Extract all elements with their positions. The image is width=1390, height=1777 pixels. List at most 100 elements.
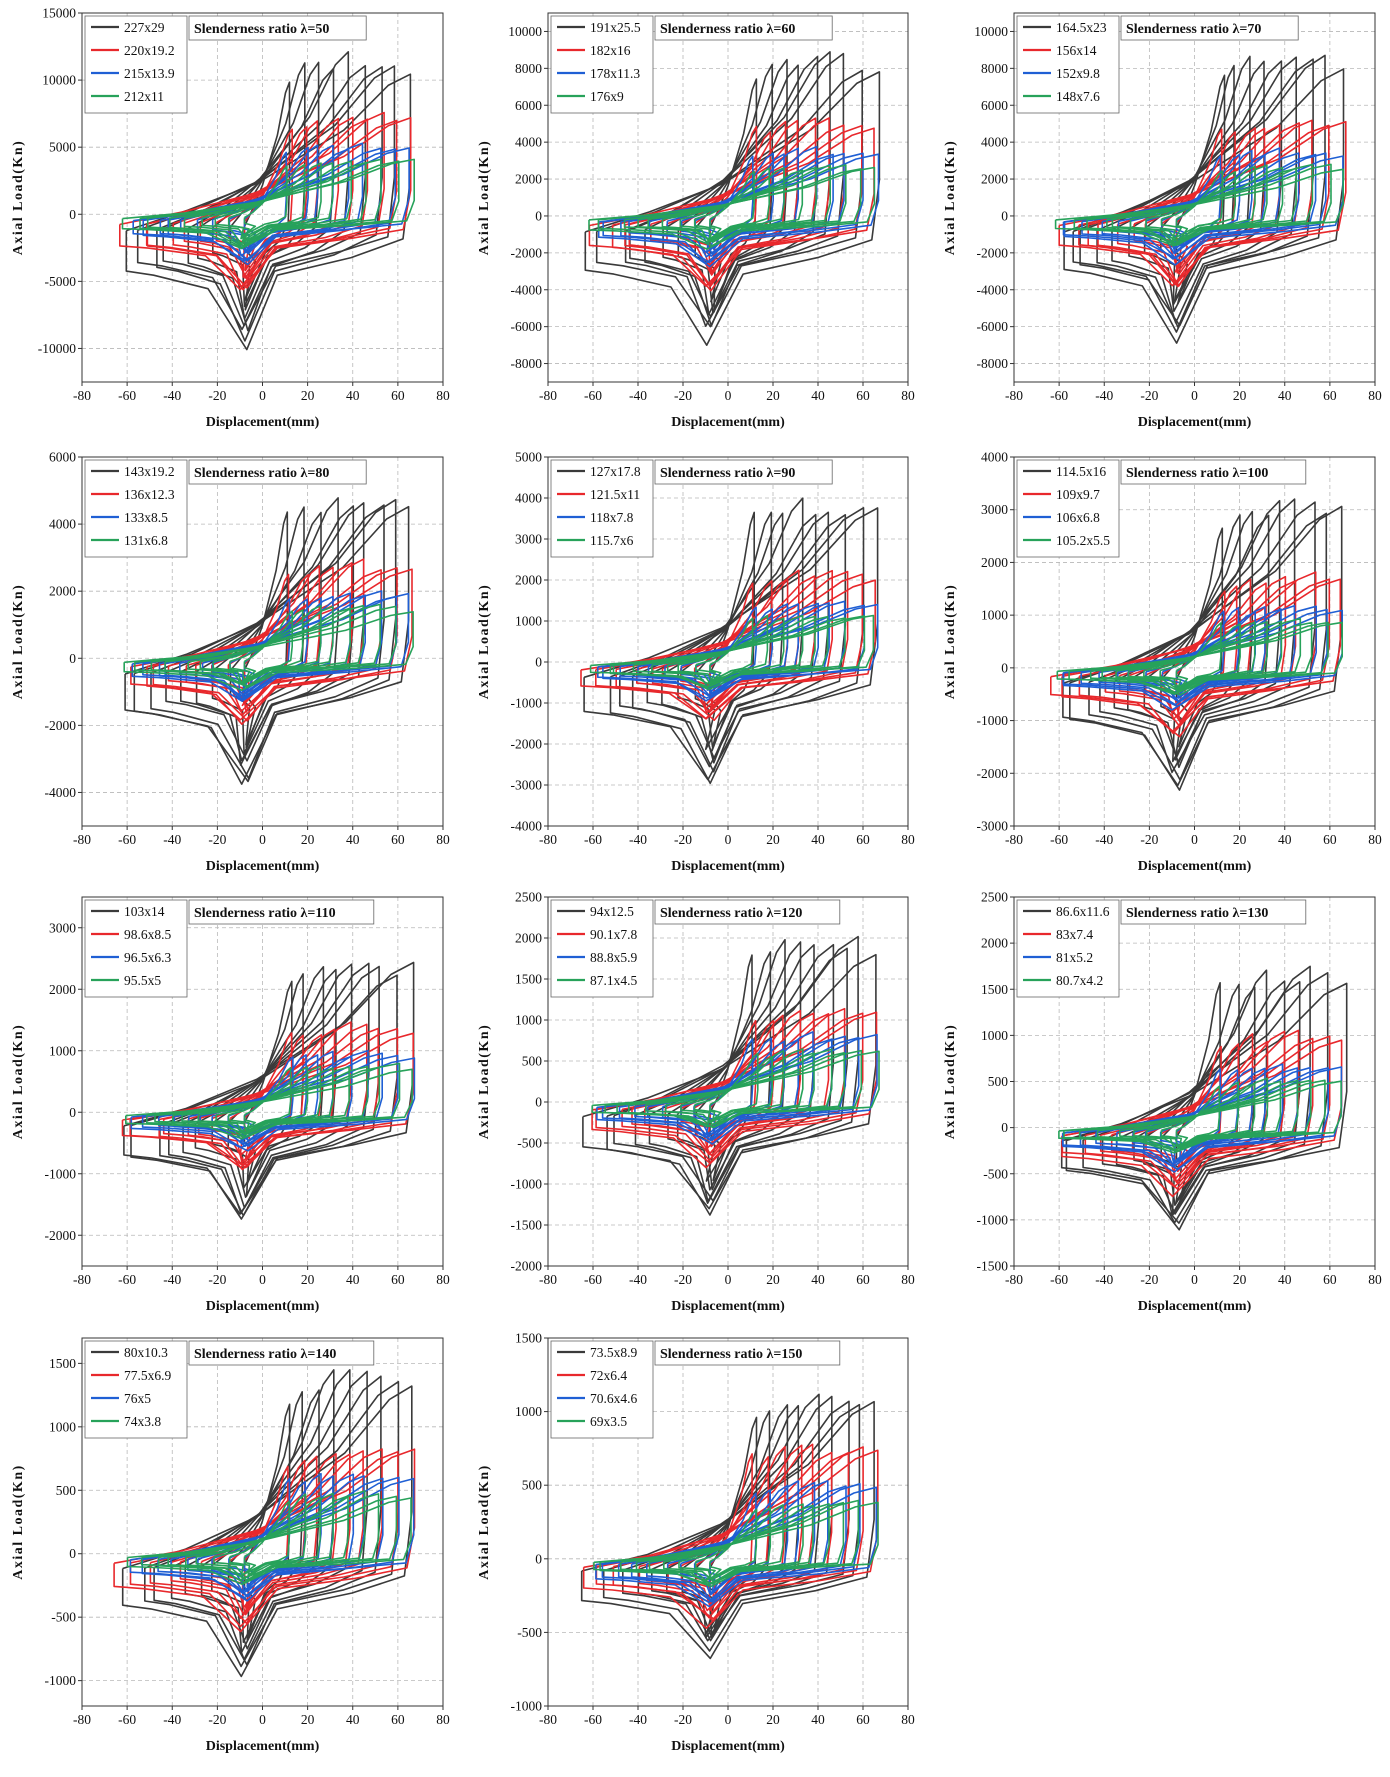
y-axis-title: Axial Load(Kn) (477, 584, 492, 700)
hysteresis-loop (146, 1062, 401, 1139)
hysteresis-loop (212, 604, 322, 683)
y-tick-label: 0 (1001, 208, 1008, 223)
chart-title: Slenderness ratio λ=50 (194, 22, 329, 37)
y-axis-title: Axial Load(Kn) (477, 140, 492, 256)
y-tick-label: -1000 (45, 1166, 77, 1181)
x-tick-label: 0 (259, 1272, 266, 1287)
x-tick-label: -40 (163, 832, 181, 847)
hysteresis-loop (595, 69, 863, 328)
legend: 191x25.5 182x16 178x11.3 176x9 (550, 15, 654, 114)
x-tick-label: 60 (1323, 388, 1337, 403)
hysteresis-loop (623, 164, 847, 244)
y-tick-label: 5000 (49, 140, 76, 155)
legend: 227x29 220x19.2 215x13.9 212x11 (84, 15, 188, 114)
x-tick-label: -40 (163, 1272, 181, 1287)
hysteresis-loop (126, 1497, 412, 1586)
y-axis-title: Axial Load(Kn) (943, 1024, 958, 1140)
hysteresis-loop (693, 167, 770, 240)
chart-panel-11: -80 -60 -40 -20 0 20 40 60 80 -1000 -500 0 500 1000 15… (477, 1331, 915, 1755)
hysteresis-loop (134, 605, 397, 688)
series-131x6.8 (123, 603, 414, 691)
hysteresis-loop (624, 52, 845, 327)
legend: 103x14 98.6x8.5 96.5x6.3 95.5x5 (84, 899, 188, 998)
chart-panel-9: -80 -60 -40 -20 0 20 40 60 80 -1500 -1000 -500 0 500 1… (943, 890, 1382, 1315)
x-tick-label: 80 (901, 388, 915, 403)
title-box (1120, 459, 1307, 485)
series-80x10.3 (121, 1369, 413, 1678)
hysteresis-loop (150, 603, 381, 687)
legend: 127x17.8 121.5x11 118x7.8 115.7x6 (550, 459, 654, 558)
x-axis-title: Displacement(mm) (671, 1299, 785, 1314)
legend: 94x12.5 90.1x7.8 88.8x5.9 87.1x4.5 (550, 899, 654, 998)
x-tick-label: -40 (629, 388, 647, 403)
legend-entry: 90.1x7.8 (590, 927, 638, 942)
legend-entry: 215x13.9 (124, 66, 175, 81)
legend-entry: 182x16 (590, 43, 631, 58)
y-tick-label: 2000 (515, 931, 542, 946)
y-tick-label: 0 (535, 1095, 542, 1110)
y-tick-label: -3000 (511, 778, 543, 793)
hysteresis-loop (153, 1375, 382, 1666)
x-tick-label: 0 (725, 1272, 732, 1287)
legend-entry: 76x5 (124, 1391, 151, 1406)
legend-entry: 136x12.3 (124, 487, 175, 502)
y-tick-label: -4000 (511, 282, 543, 297)
x-tick-label: 60 (391, 388, 405, 403)
x-axis-title: Displacement(mm) (1138, 415, 1252, 430)
chart-panel-2: -80 -60 -40 -20 0 20 40 60 80 -8000 -6000 -4000 -200… (477, 12, 915, 430)
x-tick-label: -60 (584, 832, 602, 847)
hysteresis-loop (1058, 1080, 1342, 1154)
x-tick-label: 60 (391, 1272, 405, 1287)
y-tick-label: -4000 (977, 282, 1009, 297)
y-tick-label: -2000 (511, 737, 543, 752)
x-tick-label: -20 (208, 1712, 226, 1727)
legend-entry: 96.5x6.3 (124, 950, 172, 965)
legend: 80x10.3 77.5x6.9 76x5 74x3.8 (84, 1340, 188, 1439)
chart-title: Slenderness ratio λ=80 (194, 466, 329, 481)
y-tick-label: 1500 (981, 982, 1008, 997)
y-axis-title: Axial Load(Kn) (943, 140, 958, 256)
hysteresis-loop (146, 158, 382, 246)
y-tick-label: 0 (69, 1105, 76, 1120)
legend-entry: 87.1x4.5 (590, 973, 638, 988)
x-tick-label: 80 (1368, 388, 1382, 403)
legend-entry: 69x3.5 (590, 1414, 627, 1429)
x-tick-label: -60 (1050, 1272, 1068, 1287)
series-80.7x4.2 (1058, 1077, 1342, 1154)
y-tick-label: 3000 (515, 532, 542, 547)
hysteresis-loop (229, 1493, 307, 1576)
x-tick-label: 20 (766, 1272, 780, 1287)
y-tick-label: 0 (69, 1546, 76, 1561)
hysteresis-loop (130, 974, 398, 1220)
y-tick-label: 500 (56, 1483, 77, 1498)
legend: 86.6x11.6 83x7.4 81x5.2 80.7x4.2 (1016, 899, 1120, 998)
x-tick-label: -60 (118, 832, 136, 847)
series-212x11 (121, 158, 415, 250)
hysteresis-loop (195, 1492, 334, 1579)
x-tick-label: -40 (163, 1712, 181, 1727)
y-tick-label: 4000 (981, 135, 1008, 150)
series-74x3.8 (126, 1490, 412, 1586)
chart-panel-3: -80 -60 -40 -20 0 20 40 60 80 -8000 -6000 -4000 -200… (943, 12, 1382, 430)
y-tick-label: 6000 (515, 98, 542, 113)
legend-entry: 114.5x16 (1056, 464, 1106, 479)
y-tick-label: 500 (522, 1054, 543, 1069)
x-tick-label: 80 (901, 1272, 915, 1287)
legend-entry: 131x6.8 (124, 533, 168, 548)
y-tick-label: 2000 (981, 936, 1008, 951)
y-tick-label: -1000 (977, 713, 1009, 728)
x-tick-label: 60 (391, 1712, 405, 1727)
legend: 143x19.2 136x12.3 133x8.5 131x6.8 (84, 459, 188, 558)
chart-panel-5: -80 -60 -40 -20 0 20 40 60 80 -4000 -3000 -2000 -100… (477, 450, 915, 875)
series-148x7.6 (1054, 163, 1344, 247)
x-tick-label: 0 (1191, 388, 1198, 403)
x-tick-label: 0 (725, 832, 732, 847)
y-tick-label: 15000 (42, 6, 76, 21)
y-tick-label: 0 (69, 651, 76, 666)
hysteresis-loop (1062, 505, 1343, 787)
legend-entry: 143x19.2 (124, 464, 175, 479)
y-tick-label: -2000 (511, 1259, 543, 1274)
x-tick-label: -80 (1005, 832, 1023, 847)
chart-title: Slenderness ratio λ=120 (660, 906, 802, 921)
